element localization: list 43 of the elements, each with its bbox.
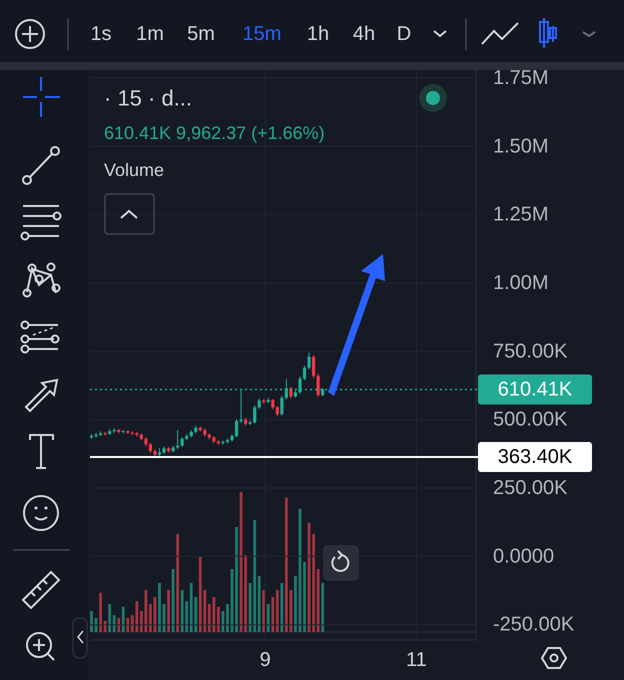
candlestick xyxy=(280,395,284,416)
bar xyxy=(172,569,174,632)
y-tick-label: 500.00K xyxy=(493,408,568,431)
y-tick-label: 0.0000 xyxy=(493,545,554,568)
candlestick xyxy=(144,436,148,447)
candlestick xyxy=(253,404,256,424)
bar xyxy=(176,534,180,632)
candlestick xyxy=(180,436,184,448)
y-tick-label: 750.00K xyxy=(493,340,568,362)
y-tick-label: 1.50M xyxy=(493,135,549,158)
text: 610.41K 9,962.37 (+1.66%) xyxy=(104,123,325,143)
bar xyxy=(248,583,252,632)
text: 15m xyxy=(242,23,282,45)
text: 1h xyxy=(306,23,330,45)
candlestick xyxy=(234,418,238,438)
ref-line-label: 610.41K xyxy=(498,378,573,400)
bar xyxy=(280,583,284,632)
text: 5m xyxy=(187,23,215,45)
y-tick-label: 1.25M xyxy=(493,204,549,226)
candlestick xyxy=(176,430,180,450)
candlestick xyxy=(148,442,152,454)
candlestick xyxy=(312,354,316,379)
y-tick-label: 1.75M xyxy=(493,66,549,89)
candlestick xyxy=(271,398,274,410)
text: D xyxy=(396,23,412,45)
bar xyxy=(167,590,170,632)
annotation: Volume xyxy=(104,160,164,180)
candlestick xyxy=(316,373,320,398)
text: 1m xyxy=(136,23,164,45)
y-tick-label: -250.00K xyxy=(493,614,575,636)
text: 4h xyxy=(352,23,376,45)
candlestick xyxy=(276,405,279,417)
x-tick-label: 11 xyxy=(406,649,427,671)
text: 1s xyxy=(90,23,112,45)
text: · 15 · d... xyxy=(104,86,192,110)
ref-line-label: 363.40K xyxy=(498,446,573,468)
x-tick-label: 9 xyxy=(260,649,271,671)
y-tick-label: 250.00K xyxy=(493,477,568,499)
y-tick-label: 1.00M xyxy=(493,272,549,294)
candlestick xyxy=(307,352,311,370)
candlestick xyxy=(258,398,261,410)
candlestick xyxy=(302,365,306,381)
bar xyxy=(108,604,112,632)
